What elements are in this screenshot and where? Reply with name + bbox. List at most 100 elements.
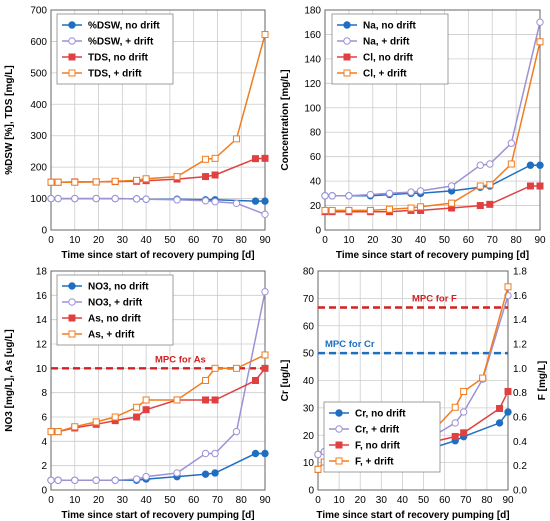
data-point [451, 403, 459, 411]
data-point [476, 202, 484, 210]
x-tick-label: 80 [236, 235, 248, 246]
legend-label: F, + drift [355, 457, 394, 468]
legend: Na, no drift Na, + drift Cl, no drift Cl, +… [331, 13, 449, 85]
data-point [202, 155, 210, 163]
data-point [261, 364, 269, 372]
data-point [385, 189, 394, 198]
legend: Cr, no drift Cr, + drift F, no drift F, + d… [323, 401, 441, 473]
y-tick-label: 60 [303, 321, 315, 332]
data-point [71, 194, 79, 203]
y-tick-label: 200 [30, 163, 47, 174]
x-tick-label: 70 [212, 495, 224, 506]
data-point [133, 176, 141, 184]
mpc-label: MPC for F [412, 294, 457, 305]
y-tick-label: 10 [303, 458, 315, 469]
x-tick-label: 10 [69, 235, 81, 246]
legend-marker [68, 69, 76, 77]
data-point [447, 182, 456, 190]
data-point [451, 432, 459, 440]
x-tick-label: 30 [391, 235, 403, 246]
x-tick-label: 20 [355, 495, 367, 506]
data-point [232, 364, 240, 372]
y-tick-label: 0 [308, 486, 314, 497]
series-3 [321, 38, 544, 214]
y-tick-label: 4 [41, 437, 47, 448]
x-tick-label: 60 [188, 495, 200, 506]
y2-tick-label: 1.8 [513, 267, 527, 278]
data-point [92, 476, 100, 484]
data-point [142, 406, 150, 414]
x-tick-label: 90 [534, 235, 546, 246]
data-point [448, 199, 456, 207]
data-point [328, 206, 336, 214]
data-point [71, 476, 79, 484]
legend-marker [335, 409, 343, 417]
y-axis-label: NO3 [mg/L], As [ug/L] [4, 329, 15, 431]
x-tick-label: 40 [397, 495, 409, 506]
data-point [496, 404, 504, 412]
data-point [202, 173, 210, 181]
data-point [142, 396, 150, 404]
y-tick-label: 80 [310, 128, 322, 139]
data-point [460, 429, 468, 437]
data-point [201, 449, 210, 458]
x-tick-label: 50 [439, 235, 451, 246]
plot-frame [317, 270, 509, 491]
legend-marker [343, 69, 351, 77]
y-tick-label: 120 [304, 79, 321, 90]
x-tick-label: 80 [511, 235, 523, 246]
plot-frame [324, 9, 541, 231]
x-tick-label: 60 [463, 235, 475, 246]
legend-label: Na, + drift [363, 37, 410, 48]
y2-tick-label: 0.0 [513, 486, 527, 497]
x-tick-label: 0 [315, 495, 321, 506]
data-point [201, 197, 210, 205]
x-tick-label: 80 [481, 495, 493, 506]
y-tick-label: 6 [41, 413, 47, 424]
data-point [486, 160, 494, 168]
data-point [536, 18, 544, 26]
data-point [142, 175, 150, 183]
plot-frame [50, 270, 266, 491]
y2-tick-label: 1.4 [513, 315, 527, 326]
x-tick-label: 20 [93, 235, 105, 246]
y-tick-label: 300 [30, 131, 47, 142]
x-axis-label: Time since start of recovery pumping [d] [316, 510, 509, 521]
data-point [232, 199, 241, 207]
x-tick-label: 10 [343, 235, 355, 246]
plot-frame [50, 9, 266, 231]
x-tick-label: 90 [259, 495, 271, 506]
series-3 [47, 31, 269, 186]
x-tick-label: 70 [212, 235, 224, 246]
data-point [71, 178, 79, 186]
mpc-label: MPC for Cr [325, 339, 375, 350]
data-point [328, 192, 336, 200]
series-line [51, 354, 266, 433]
legend-marker [68, 330, 76, 338]
x-tick-label: 20 [367, 235, 379, 246]
data-point [202, 377, 210, 384]
x-axis-label: Time since start of recovery pumping [d] [61, 250, 254, 261]
data-point [261, 351, 269, 359]
data-point [261, 197, 269, 205]
y-tick-label: 0 [41, 226, 47, 237]
y-tick-label: 2 [41, 461, 47, 472]
x-tick-label: 40 [141, 235, 153, 246]
legend-label: As, no drift [88, 314, 141, 325]
x-axis-label: Time since start of recovery pumping [d] [336, 250, 529, 261]
y-tick-label: 160 [304, 30, 321, 41]
data-point [261, 31, 269, 39]
y-tick-label: 16 [36, 291, 48, 302]
y-tick-label: 600 [30, 37, 47, 48]
legend-marker [68, 314, 76, 322]
x-tick-label: 20 [93, 495, 105, 506]
x-tick-label: 30 [117, 495, 129, 506]
chart-no3-as: 0 2 4 6 8 10 12 14 16 18 0 10 20 30 40 50 60 70 80 90 Time s… [4, 267, 271, 521]
data-point [133, 403, 141, 411]
series-1 [321, 18, 544, 200]
y-tick-label: 70 [303, 294, 315, 305]
data-point [366, 190, 375, 199]
data-point [173, 469, 181, 477]
data-point [92, 178, 100, 186]
data-point [47, 178, 55, 186]
